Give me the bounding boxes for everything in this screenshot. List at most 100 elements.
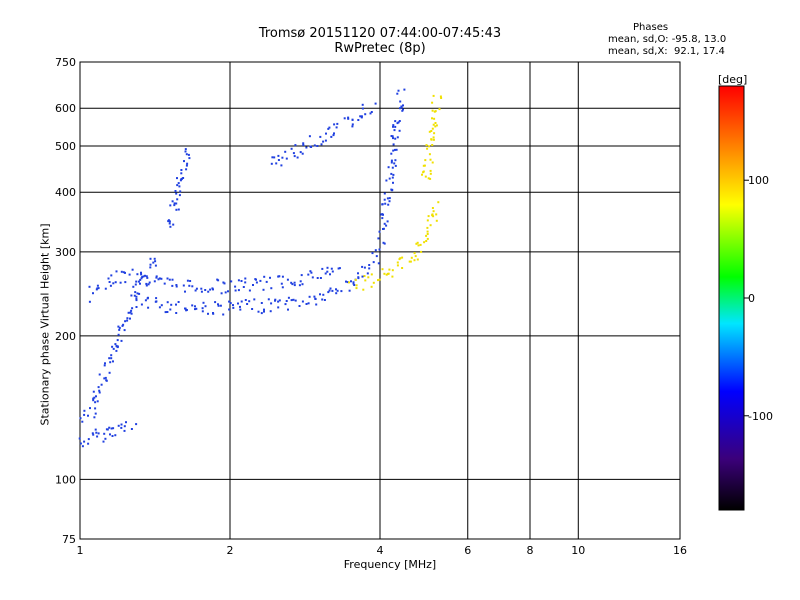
data-point [432, 210, 435, 213]
data-point [160, 304, 163, 307]
data-point [335, 288, 337, 291]
data-point [131, 268, 134, 271]
data-point [105, 379, 108, 382]
data-point [331, 289, 334, 292]
data-point [391, 166, 394, 169]
data-point [280, 282, 283, 285]
data-point [351, 125, 354, 128]
data-point [293, 284, 296, 287]
data-point [290, 299, 293, 302]
data-point [330, 135, 333, 138]
data-point [287, 296, 290, 299]
data-point [313, 295, 316, 298]
data-point [262, 288, 265, 291]
data-point [402, 108, 404, 111]
data-point [97, 386, 100, 389]
data-point [87, 438, 90, 441]
data-point [91, 432, 94, 435]
data-point [171, 200, 174, 203]
data-point [388, 197, 391, 200]
data-point [194, 308, 196, 311]
data-point [175, 303, 177, 306]
data-point [217, 279, 220, 282]
data-point [361, 107, 364, 110]
y-tick-label: 600 [55, 102, 76, 115]
data-point [348, 281, 350, 284]
data-point [294, 299, 297, 302]
data-point [195, 307, 198, 310]
chart-subtitle: RwPretec (8p) [334, 41, 426, 56]
data-point [114, 343, 117, 346]
data-point [187, 153, 190, 156]
data-point [219, 304, 222, 307]
data-point [367, 276, 370, 279]
data-point [155, 297, 158, 300]
data-point [396, 122, 399, 125]
data-point [195, 287, 198, 290]
data-point [319, 293, 321, 296]
data-point [390, 135, 393, 137]
data-point [171, 284, 174, 287]
data-point [355, 287, 358, 290]
data-point [209, 288, 212, 291]
data-point [246, 303, 249, 305]
data-point [387, 166, 390, 169]
data-point [189, 280, 192, 282]
data-point [307, 302, 310, 305]
data-point [429, 172, 432, 175]
data-point [185, 168, 188, 171]
data-point [239, 308, 242, 311]
chart-title: Tromsø 20151120 07:44:00-07:45:43 [258, 26, 502, 41]
data-point [96, 287, 99, 290]
colorbar-tick-label: 0 [748, 292, 755, 305]
data-point [357, 276, 360, 279]
data-point [170, 303, 173, 306]
data-point [431, 109, 434, 112]
data-point [388, 268, 391, 271]
data-point [428, 130, 431, 133]
data-point [185, 164, 188, 167]
data-point [263, 308, 265, 311]
data-point [310, 146, 313, 148]
data-point [298, 284, 301, 287]
data-point [324, 272, 327, 275]
data-point [120, 423, 123, 426]
data-point [155, 276, 158, 279]
data-point [116, 339, 119, 342]
data-point [338, 267, 341, 270]
data-point [132, 285, 135, 288]
data-point [427, 215, 430, 218]
data-point [204, 289, 207, 291]
data-point [169, 204, 172, 207]
data-point [244, 281, 247, 284]
data-point [103, 377, 106, 380]
y-tick-label: 75 [62, 533, 76, 546]
data-point [188, 284, 191, 287]
data-point [222, 281, 225, 284]
data-point [108, 281, 111, 283]
data-point [108, 426, 111, 429]
data-point [394, 148, 396, 151]
data-point [147, 296, 149, 299]
data-point [434, 122, 437, 124]
data-point [392, 149, 395, 152]
data-point [79, 442, 82, 445]
data-point [345, 280, 347, 283]
data-point [118, 326, 121, 329]
data-point [431, 127, 434, 130]
data-point [147, 283, 150, 286]
data-point [434, 125, 437, 128]
data-point [435, 124, 438, 127]
data-point [103, 432, 106, 435]
data-point [140, 273, 143, 276]
y-tick-label: 500 [55, 140, 76, 153]
data-point [148, 281, 151, 284]
data-point [232, 306, 235, 309]
data-point [124, 320, 127, 323]
data-point [83, 413, 86, 416]
data-point [135, 295, 138, 298]
data-point [259, 279, 262, 282]
data-point [319, 277, 322, 279]
data-point [431, 117, 433, 120]
data-point [79, 417, 82, 420]
